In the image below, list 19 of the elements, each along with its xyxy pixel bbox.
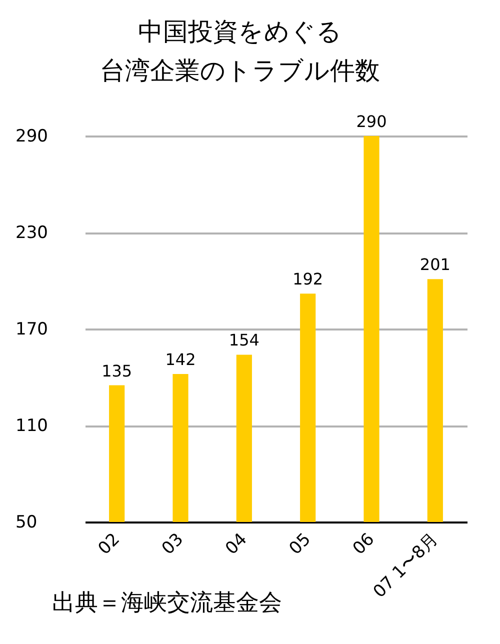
x-tick-label: 04: [222, 529, 252, 559]
data-label: 290: [356, 112, 387, 131]
data-label: 201: [420, 255, 450, 274]
source-note: 出典＝海峡交流基金会: [52, 589, 282, 618]
data-label: 192: [292, 270, 324, 289]
y-tick-label: 290: [16, 126, 48, 146]
x-tick-label: 03: [158, 529, 188, 559]
y-tick-label: 50: [16, 512, 38, 532]
y-tick-label: 230: [16, 223, 48, 243]
chart-subtitle: 台湾企業のトラブル件数: [100, 56, 380, 85]
chart-title: 中国投資をめぐる: [138, 17, 342, 46]
data-label: 154: [228, 330, 260, 350]
x-tick-label: 06: [349, 529, 379, 559]
y-tick-label: 110: [16, 416, 48, 436]
data-label: 142: [165, 350, 196, 370]
x-tick-label: 02: [94, 529, 124, 559]
x-tick-label: 05: [285, 529, 315, 559]
data-label: 135: [102, 361, 132, 380]
y-tick-label: 170: [16, 320, 48, 340]
